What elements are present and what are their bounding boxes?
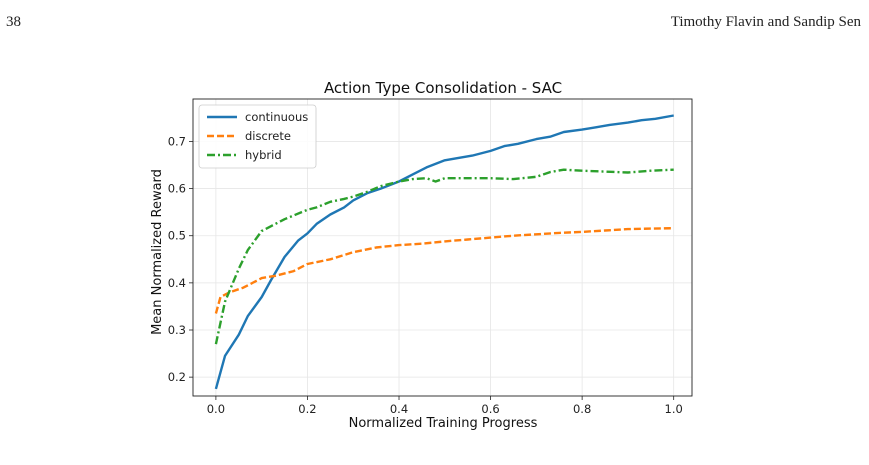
series-line-continuous	[214, 114, 674, 390]
legend-label-continuous: continuous	[245, 110, 308, 124]
series-line-discrete	[214, 227, 674, 314]
legend: continuous discrete hybrid	[198, 104, 317, 169]
chart-title: Action Type Consolidation - SAC	[324, 79, 562, 97]
grid-lines	[193, 99, 692, 396]
y-tick-label: 0.7	[168, 134, 186, 148]
legend-box	[198, 104, 317, 169]
x-tick-label: 0.8	[573, 402, 591, 416]
y-axis-title: Mean Normalized Reward	[150, 169, 165, 335]
x-tick-label: 0.4	[390, 402, 408, 416]
series-line-hybrid	[214, 168, 674, 345]
series-layer	[214, 114, 674, 390]
axis-ticks: 0.0 0.2 0.4 0.6 0.8 1.0 0.2 0.3 0.4 0.5 0.6 0.7	[168, 134, 683, 416]
running-head-authors: Timothy Flavin and Sandip Sen	[670, 14, 861, 30]
y-tick-label: 0.2	[168, 370, 186, 384]
y-tick-label: 0.6	[168, 182, 186, 196]
legend-label-discrete: discrete	[245, 129, 291, 143]
x-tick-label: 1.0	[665, 402, 683, 416]
page-number: 38	[6, 14, 21, 30]
x-tick-label: 0.6	[481, 402, 499, 416]
y-tick-label: 0.5	[168, 229, 186, 243]
plot-frame	[192, 98, 693, 397]
legend-label-hybrid: hybrid	[245, 148, 282, 162]
x-tick-label: 0.2	[298, 402, 316, 416]
y-tick-label: 0.3	[168, 323, 186, 337]
x-axis-title: Normalized Training Progress	[349, 416, 538, 431]
y-tick-label: 0.4	[168, 276, 186, 290]
x-tick-label: 0.0	[207, 402, 225, 416]
